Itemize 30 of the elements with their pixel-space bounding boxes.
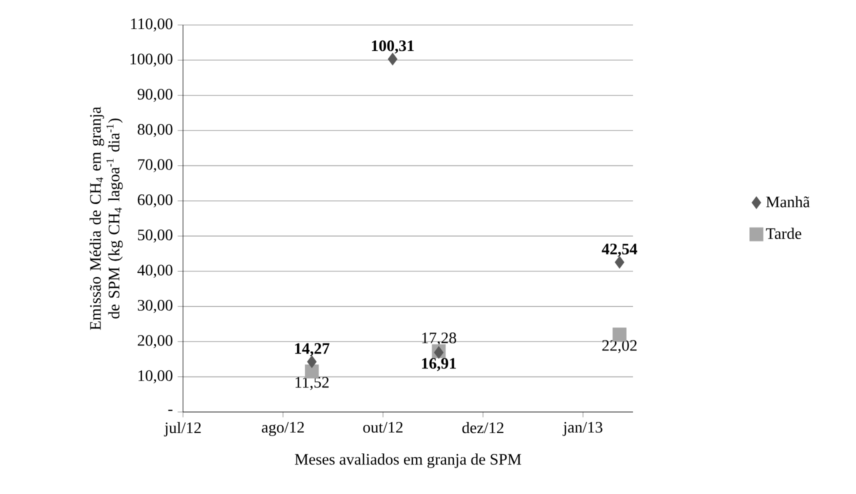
- x-tick-label: jul/12: [164, 422, 201, 436]
- y-tick-label: 90,00: [138, 88, 172, 102]
- point: [614, 256, 624, 269]
- point: [307, 356, 317, 368]
- x-tick-label: jan/13: [562, 422, 602, 436]
- x-tick-label: out/12: [363, 422, 402, 433]
- y-tick-label: 50,00: [138, 230, 172, 243]
- data-label: 100,31: [372, 40, 414, 54]
- x-axis-title: Meses avaliados em granja de SPM: [294, 454, 522, 468]
- y-tick-label: 110,00: [131, 18, 172, 32]
- y-tick-label: 80,00: [138, 124, 172, 138]
- data-label: 16,91: [422, 358, 456, 372]
- legend-label: Manhã: [766, 196, 810, 208]
- y-tick-label: 10,00: [138, 370, 172, 384]
- data-label: 17,28: [422, 332, 456, 346]
- legend-label: Tarde: [766, 228, 802, 239]
- x-tick-label: dez/12: [462, 422, 504, 434]
- y-tick-label: 30,00: [138, 300, 172, 313]
- y-tick-label: 70,00: [138, 159, 172, 172]
- point: [434, 346, 444, 359]
- y-tick-label: 60,00: [138, 194, 172, 208]
- y-tick-label: 20,00: [138, 335, 172, 348]
- y-tick-label: 40,00: [137, 264, 172, 278]
- data-label: 14,27: [295, 343, 330, 356]
- data-label: 42,54: [602, 244, 638, 257]
- data-label: 22,02: [602, 340, 637, 354]
- y-tick-label: -: [168, 410, 172, 411]
- y-tick-label: 100,00: [130, 54, 172, 67]
- point: [388, 52, 398, 66]
- x-tick-label: ago/12: [262, 422, 304, 436]
